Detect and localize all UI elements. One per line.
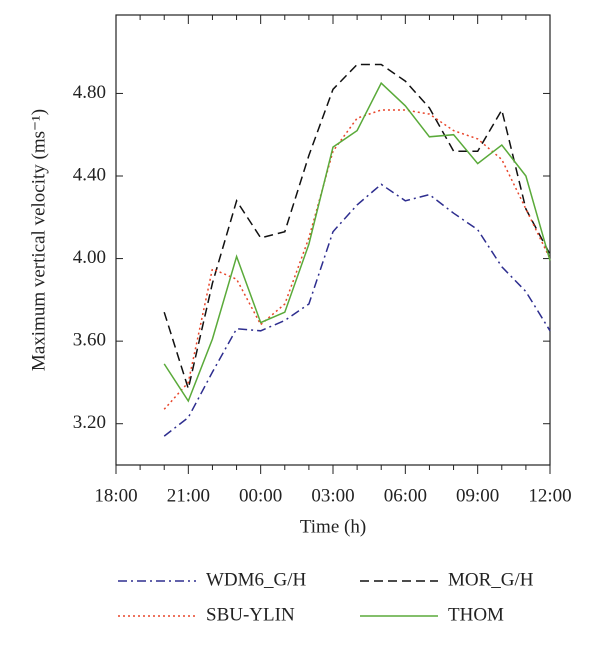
series-line — [163, 63, 551, 392]
y-tick-label: 3.60 — [73, 330, 106, 351]
series-line — [163, 183, 551, 437]
legend-label: THOM — [448, 604, 504, 625]
y-tick-label: 3.20 — [73, 412, 106, 433]
legend-label: MOR_G/H — [448, 569, 534, 590]
x-tick-label: 03:00 — [311, 485, 354, 506]
y-tick-label: 4.80 — [73, 82, 106, 103]
x-tick-label: 21:00 — [167, 485, 210, 506]
y-tick-label: 4.00 — [73, 247, 106, 268]
x-tick-label: 06:00 — [384, 485, 427, 506]
x-axis-label: Time (h) — [300, 516, 366, 537]
legend-label: WDM6_G/H — [206, 569, 307, 590]
x-tick-label: 12:00 — [528, 485, 571, 506]
x-tick-label: 00:00 — [239, 485, 282, 506]
y-tick-label: 4.40 — [73, 164, 106, 185]
series-line — [163, 81, 551, 403]
legend-label: SBU-YLIN — [206, 604, 295, 625]
series-line — [163, 109, 551, 410]
y-axis-label: Maximum vertical velocity (ms⁻¹) — [28, 109, 49, 371]
x-tick-label: 18:00 — [94, 485, 137, 506]
x-tick-label: 09:00 — [456, 485, 499, 506]
